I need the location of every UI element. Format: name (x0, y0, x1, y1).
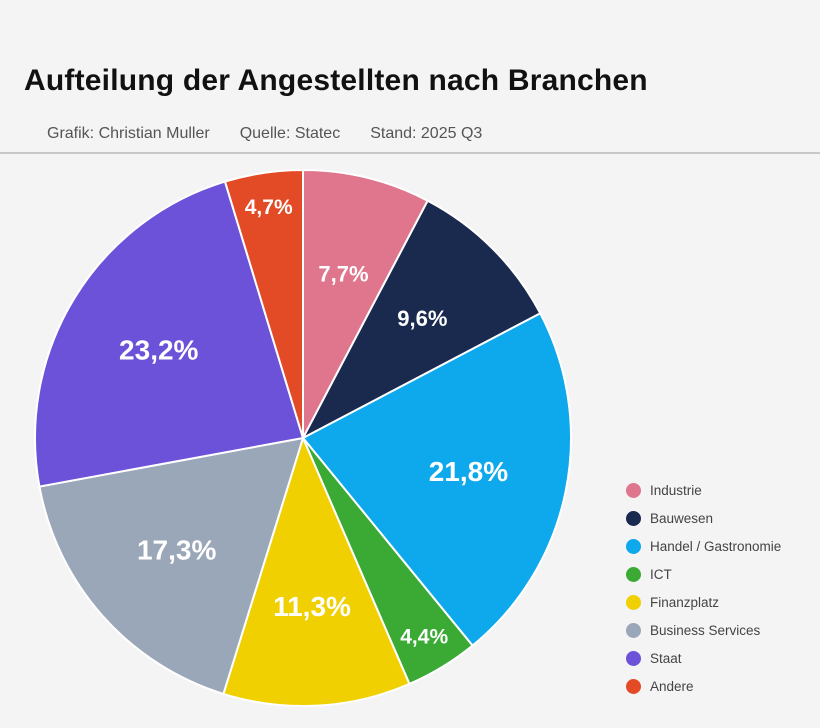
legend-item: Bauwesen (626, 509, 781, 528)
legend-swatch (626, 651, 641, 666)
legend-label: Finanzplatz (650, 595, 720, 610)
legend-label: Industrie (650, 483, 702, 498)
pie-slice-finanzplatz (222, 435, 411, 707)
legend-item: Industrie (626, 481, 781, 500)
legend-swatch (626, 483, 641, 498)
legend-item: Handel / Gastronomie (626, 537, 781, 556)
legend-item: Business Services (626, 621, 781, 640)
chart-title: Aufteilung der Angestellten nach Branche… (24, 64, 648, 97)
pie-slice-business-services (38, 436, 305, 696)
pie-slice-andere (223, 168, 304, 439)
legend-label: Andere (650, 679, 694, 694)
divider (0, 152, 820, 154)
legend-swatch (626, 679, 641, 694)
source: Quelle: Statec (239, 125, 341, 142)
date: Stand: 2025 Q3 (370, 125, 483, 142)
data-label: 17,3% (137, 535, 216, 566)
legend: Industrie Bauwesen Handel / Gastronomie ICT… (626, 481, 781, 705)
data-label: 4,7% (245, 196, 293, 219)
data-label: 7,7% (318, 262, 368, 287)
legend-item: Finanzplatz (626, 593, 781, 612)
legend-swatch (626, 539, 641, 554)
legend-swatch (626, 623, 641, 638)
data-label: 21,8% (429, 456, 508, 487)
pie-slice-staat (34, 180, 305, 488)
pie-slice-industrie (302, 168, 430, 439)
legend-label: Business Services (650, 623, 761, 638)
data-label: 23,2% (119, 335, 198, 366)
credit: Grafik: Christian Muller (47, 125, 210, 142)
legend-swatch (626, 595, 641, 610)
legend-item: Andere (626, 677, 781, 696)
legend-label: ICT (650, 567, 672, 582)
legend-item: ICT (626, 565, 781, 584)
legend-item: Staat (626, 649, 781, 668)
pie-slice-bauwesen (300, 199, 542, 441)
legend-swatch (626, 511, 641, 526)
legend-swatch (626, 567, 641, 582)
data-label: 11,3% (273, 591, 351, 622)
chart-meta: Grafik: Christian Muller Quelle: Statec … (47, 125, 482, 143)
pie-slice-handel-gastronomie (301, 311, 572, 647)
legend-label: Bauwesen (650, 511, 714, 526)
legend-label: Staat (650, 651, 682, 666)
data-label: 9,6% (397, 306, 447, 331)
data-label: 4,4% (400, 626, 448, 649)
legend-label: Handel / Gastronomie (650, 539, 782, 554)
